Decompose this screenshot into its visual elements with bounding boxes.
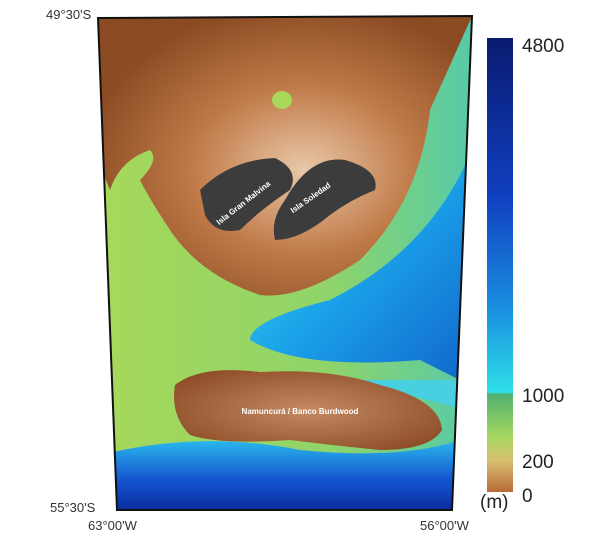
colorbar-tick-label: 4800 bbox=[522, 36, 564, 57]
colorbar-tick-label: 0 bbox=[522, 486, 533, 507]
lon-label: 56°00'W bbox=[420, 518, 470, 533]
bathymetry bbox=[90, 10, 490, 520]
colorbar-ticks: 4800 1000 200 0 bbox=[522, 36, 564, 507]
colorbar-tick-label: 200 bbox=[522, 452, 554, 473]
colorbar-tick-label: 1000 bbox=[522, 386, 564, 407]
colorbar bbox=[487, 38, 513, 492]
colorbar-unit: (m) bbox=[480, 492, 508, 513]
lat-label: 55°30'S bbox=[50, 500, 96, 515]
lon-label: 63°00'W bbox=[88, 518, 138, 533]
lat-label: 49°30'S bbox=[46, 7, 92, 22]
page: Isla Gran Malvina Isla Soledad Namuncurá… bbox=[0, 0, 596, 536]
place-label: Namuncurá / Banco Burdwood bbox=[242, 407, 359, 416]
map-figure: Isla Gran Malvina Isla Soledad Namuncurá… bbox=[0, 0, 596, 536]
